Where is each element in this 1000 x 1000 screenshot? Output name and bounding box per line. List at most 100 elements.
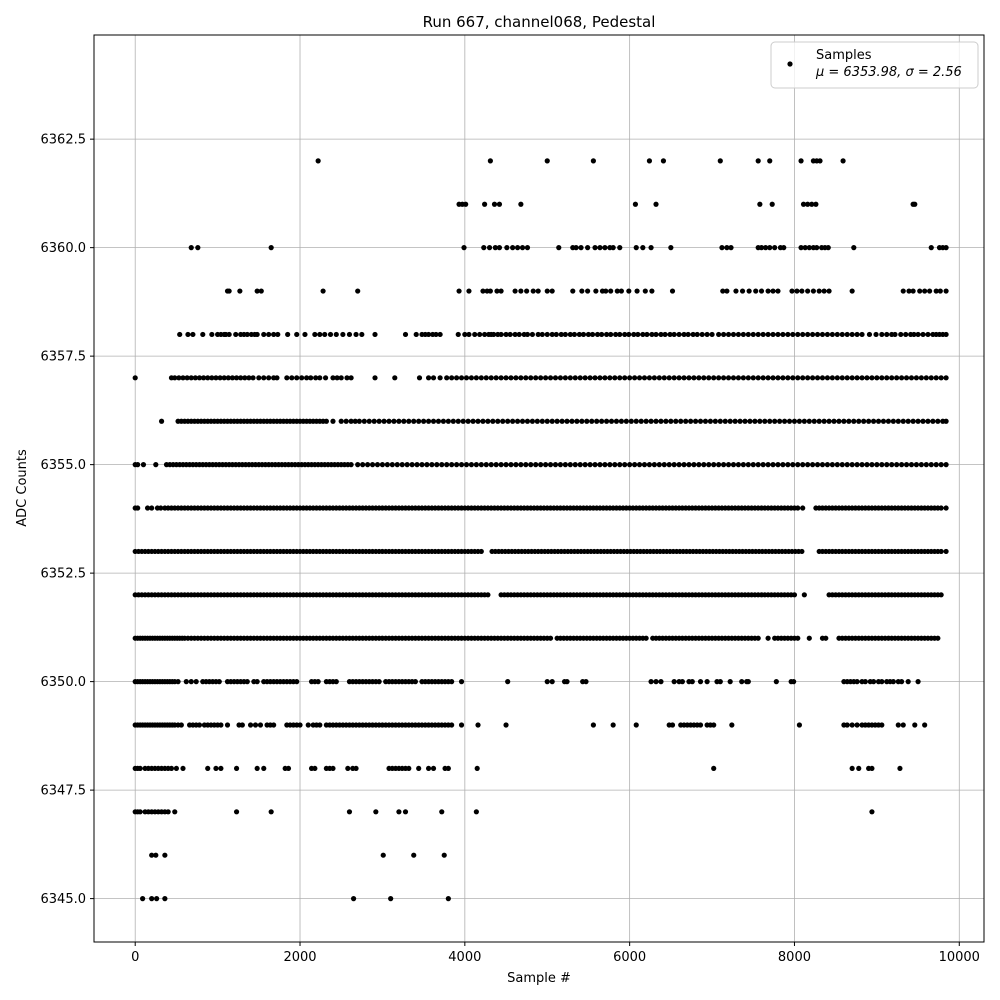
data-point	[769, 201, 775, 207]
data-point	[809, 331, 816, 338]
data-point	[562, 462, 568, 468]
data-point	[510, 245, 516, 251]
data-point	[618, 418, 625, 424]
data-point	[928, 462, 934, 468]
data-point	[836, 418, 842, 424]
legend-box	[770, 41, 979, 89]
data-point	[765, 375, 771, 381]
data-point	[716, 462, 722, 468]
data-point	[205, 765, 211, 772]
data-point	[648, 245, 654, 251]
data-point	[597, 462, 603, 468]
data-point	[628, 418, 634, 424]
x-axis-label: Sample #	[507, 971, 571, 986]
data-point	[885, 418, 892, 424]
data-point	[814, 331, 821, 338]
data-point	[825, 245, 831, 251]
data-point	[851, 245, 857, 251]
data-point	[757, 201, 763, 207]
data-point	[740, 331, 746, 338]
data-point	[785, 331, 791, 338]
data-point	[617, 245, 623, 251]
data-point	[494, 288, 500, 294]
data-point	[425, 375, 432, 381]
data-point	[524, 418, 531, 424]
data-point	[498, 288, 504, 294]
data-point	[740, 462, 746, 468]
data-point	[697, 418, 704, 424]
data-point	[796, 722, 803, 728]
data-point	[745, 462, 751, 468]
data-point	[496, 201, 503, 207]
data-point	[772, 245, 778, 251]
data-point	[900, 722, 906, 728]
data-point	[549, 288, 555, 294]
data-point	[577, 375, 583, 381]
data-point	[915, 331, 921, 338]
data-point	[859, 331, 865, 338]
data-point	[373, 809, 379, 815]
data-point	[806, 418, 812, 424]
data-point	[799, 548, 805, 555]
data-point	[544, 679, 550, 685]
data-point	[508, 375, 514, 381]
legend: Samples μ = 6353.98, σ = 2.56	[770, 41, 979, 89]
data-point	[716, 331, 722, 338]
data-point	[643, 635, 649, 641]
data-point	[707, 418, 714, 424]
data-point	[641, 375, 648, 381]
data-point	[493, 462, 499, 468]
data-point	[165, 809, 171, 815]
data-point	[439, 462, 445, 468]
data-point	[344, 375, 350, 381]
data-point	[790, 375, 796, 381]
data-point	[483, 462, 489, 468]
data-point	[173, 765, 180, 772]
data-point	[780, 462, 786, 468]
data-point	[765, 288, 771, 294]
data-point	[638, 418, 644, 424]
data-point	[348, 462, 354, 468]
data-point	[411, 418, 417, 424]
data-point	[640, 331, 646, 338]
data-point	[846, 418, 852, 424]
data-point	[503, 375, 509, 381]
data-point	[755, 375, 761, 381]
data-point	[911, 331, 917, 338]
data-point	[765, 462, 771, 468]
data-point	[829, 375, 835, 381]
data-point	[237, 288, 243, 294]
data-point	[317, 722, 323, 728]
data-point	[592, 462, 598, 468]
data-point	[745, 331, 751, 338]
data-point	[503, 331, 509, 338]
data-point	[686, 375, 692, 381]
data-point	[831, 418, 837, 424]
data-point	[254, 331, 260, 338]
data-point	[762, 418, 768, 424]
data-point	[617, 375, 623, 381]
data-point	[576, 331, 582, 338]
data-point	[701, 375, 707, 381]
data-point	[514, 245, 521, 251]
y-tick-label: 6357.5	[41, 350, 87, 365]
data-point	[421, 418, 427, 424]
data-point	[805, 331, 811, 338]
data-point	[213, 765, 219, 772]
data-point	[781, 245, 787, 251]
data-point	[791, 592, 798, 598]
data-point	[691, 375, 697, 381]
data-point	[246, 375, 252, 381]
data-point	[384, 462, 390, 468]
data-point	[449, 375, 455, 381]
data-point	[542, 462, 549, 468]
data-point	[854, 722, 860, 728]
data-point	[535, 331, 541, 338]
data-point	[154, 896, 160, 902]
data-point	[416, 765, 422, 772]
data-point	[689, 679, 695, 685]
data-point	[294, 375, 300, 381]
y-tick-label: 6352.5	[41, 567, 87, 582]
data-point	[912, 722, 918, 728]
data-point	[158, 505, 164, 511]
